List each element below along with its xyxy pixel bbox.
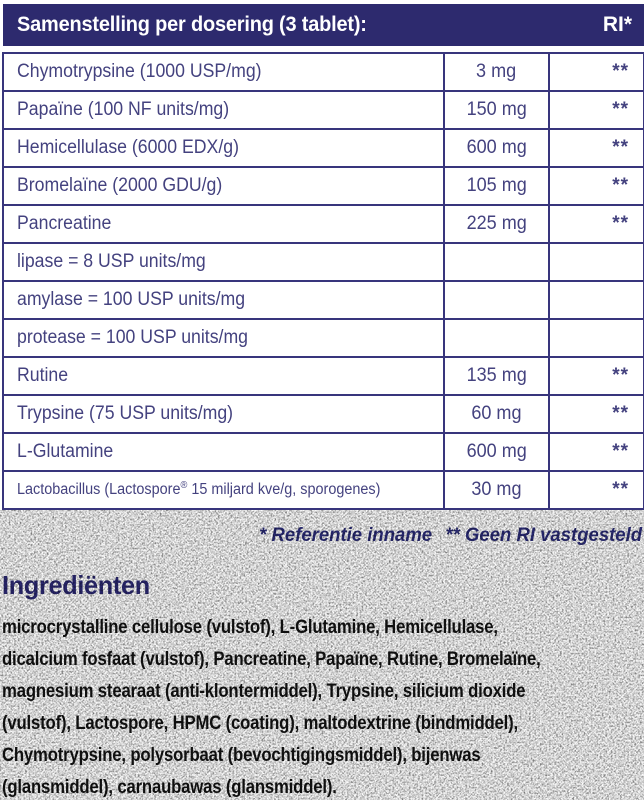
ingredient-ri bbox=[548, 280, 644, 320]
ingredient-ri: ** bbox=[548, 470, 644, 510]
ingredient-ri: ** bbox=[548, 356, 644, 396]
ingredients-text: microcrystalline cellulose (vulstof), L-… bbox=[2, 612, 644, 800]
ingredient-ri: ** bbox=[548, 204, 644, 244]
ingredient-ri: ** bbox=[548, 90, 644, 130]
ingredient-amount: 60 mg bbox=[443, 394, 550, 434]
ingredients-line: (glansmiddel), carnaubawas (glansmiddel)… bbox=[2, 777, 337, 798]
ingredient-amount: 30 mg bbox=[443, 470, 550, 510]
ingredient-name: Pancreatine bbox=[2, 204, 445, 244]
ingredient-ri: ** bbox=[548, 128, 644, 168]
ingredient-amount: 225 mg bbox=[443, 204, 550, 244]
ingredients-line: (vulstof), Lactospore, HPMC (coating), m… bbox=[2, 713, 519, 734]
ingredients-line: microcrystalline cellulose (vulstof), L-… bbox=[2, 617, 498, 638]
ingredients-line: magnesium stearaat (anti-klontermiddel),… bbox=[2, 681, 526, 702]
ingredient-name: Bromelaïne (2000 GDU/g) bbox=[2, 166, 445, 206]
ingredient-amount: 105 mg bbox=[443, 166, 550, 206]
ingredients-heading: Ingrediënten bbox=[2, 570, 150, 600]
ingredient-ri bbox=[548, 318, 644, 358]
ingredient-ri bbox=[548, 242, 644, 282]
ingredient-name: Lactobacillus (Lactospore® 15 miljard kv… bbox=[2, 470, 445, 510]
ingredient-ri: ** bbox=[548, 432, 644, 472]
ingredient-ri: ** bbox=[548, 52, 644, 92]
ingredient-amount: 600 mg bbox=[443, 432, 550, 472]
ingredient-amount bbox=[443, 242, 550, 282]
ingredient-name: lipase = 8 USP units/mg bbox=[2, 242, 445, 282]
ingredient-name: Hemicellulase (6000 EDX/g) bbox=[2, 128, 445, 168]
table-row: Bromelaïne (2000 GDU/g) 105 mg ** bbox=[2, 166, 644, 206]
ingredient-name: Rutine bbox=[2, 356, 445, 396]
ingredient-name: protease = 100 USP units/mg bbox=[2, 318, 445, 358]
ingredient-name: amylase = 100 USP units/mg bbox=[2, 280, 445, 320]
table-row: L-Glutamine 600 mg ** bbox=[2, 432, 644, 472]
ingredient-amount: 135 mg bbox=[443, 356, 550, 396]
composition-table: Chymotrypsine (1000 USP/mg) 3 mg ** Papa… bbox=[2, 52, 644, 510]
ingredient-name: Chymotrypsine (1000 USP/mg) bbox=[2, 52, 445, 92]
ingredients-line: Chymotrypsine, polysorbaat (bevochtiging… bbox=[2, 745, 481, 766]
table-row: Trypsine (75 USP units/mg) 60 mg ** bbox=[2, 394, 644, 434]
ri-column-header: RI* bbox=[602, 13, 632, 36]
table-row: lipase = 8 USP units/mg bbox=[2, 242, 644, 282]
ingredient-amount bbox=[443, 280, 550, 320]
ingredient-name: L-Glutamine bbox=[2, 432, 445, 472]
table-row: Pancreatine 225 mg ** bbox=[2, 204, 644, 244]
table-row: Hemicellulase (6000 EDX/g) 600 mg ** bbox=[2, 128, 644, 168]
table-header-bar: Samenstelling per dosering (3 tablet): R… bbox=[3, 4, 644, 46]
table-row: Papaïne (100 NF units/mg) 150 mg ** bbox=[2, 90, 644, 130]
table-row: protease = 100 USP units/mg bbox=[2, 318, 644, 358]
footnote-no-ri: ** Geen RI vastgesteld bbox=[445, 524, 642, 546]
table-row: Lactobacillus (Lactospore® 15 miljard kv… bbox=[2, 470, 644, 510]
registered-trademark-symbol: ® bbox=[180, 480, 188, 492]
ingredient-name: Trypsine (75 USP units/mg) bbox=[2, 394, 445, 434]
table-row: Rutine 135 mg ** bbox=[2, 356, 644, 396]
ingredients-line: dicalcium fosfaat (vulstof), Pancreatine… bbox=[2, 649, 541, 670]
footnote-reference-intake: * Referentie inname bbox=[259, 524, 433, 546]
ingredient-ri: ** bbox=[548, 166, 644, 206]
table-title: Samenstelling per dosering (3 tablet): bbox=[17, 13, 367, 36]
table-row: Chymotrypsine (1000 USP/mg) 3 mg ** bbox=[2, 52, 644, 92]
footnote: * Referentie inname ** Geen RI vastgestel… bbox=[0, 524, 642, 547]
ingredient-amount: 600 mg bbox=[443, 128, 550, 168]
ingredient-amount bbox=[443, 318, 550, 358]
ingredient-amount: 150 mg bbox=[443, 90, 550, 130]
ingredient-ri: ** bbox=[548, 394, 644, 434]
ingredient-amount: 3 mg bbox=[443, 52, 550, 92]
ingredient-name: Papaïne (100 NF units/mg) bbox=[2, 90, 445, 130]
table-row: amylase = 100 USP units/mg bbox=[2, 280, 644, 320]
